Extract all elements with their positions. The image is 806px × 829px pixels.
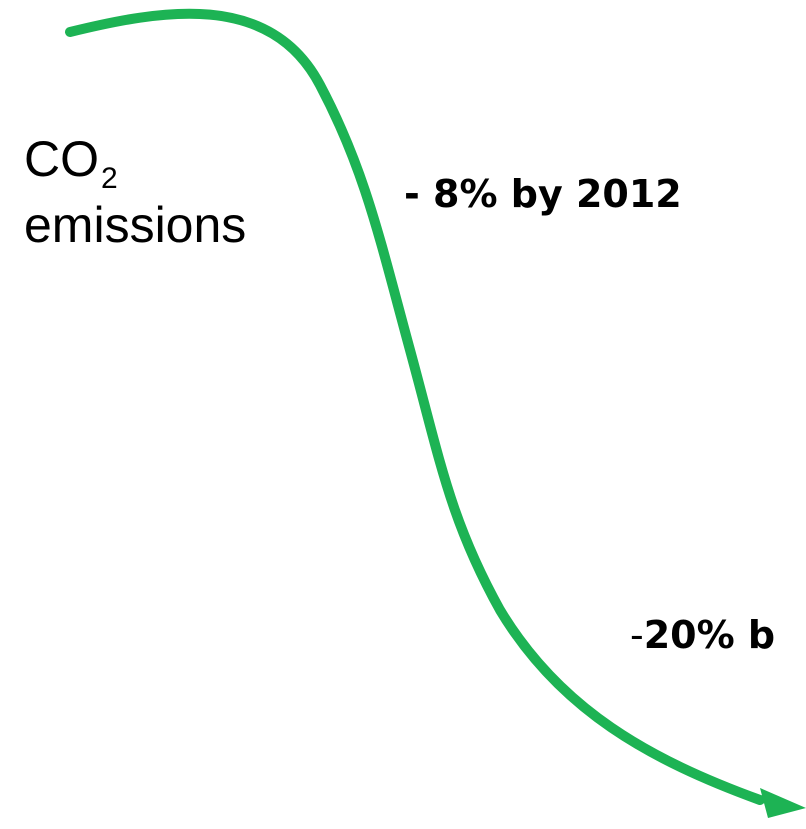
- co2-emissions-label: CO2 emissions: [24, 130, 246, 254]
- co2-subscript: 2: [101, 162, 118, 195]
- target-20-prefix: -: [630, 613, 644, 657]
- co2-text: CO: [24, 131, 99, 187]
- co2-label-line1: CO2: [24, 130, 246, 196]
- target-2012-text: - 8% by 2012: [404, 172, 682, 216]
- emissions-text: emissions: [24, 197, 247, 253]
- target-20-label: -20% b: [630, 613, 775, 657]
- arrowhead-icon: [760, 788, 806, 818]
- emissions-curve: [65, 8, 765, 805]
- target-2012-label: - 8% by 2012: [404, 172, 682, 216]
- target-20-text: 20% b: [643, 613, 776, 657]
